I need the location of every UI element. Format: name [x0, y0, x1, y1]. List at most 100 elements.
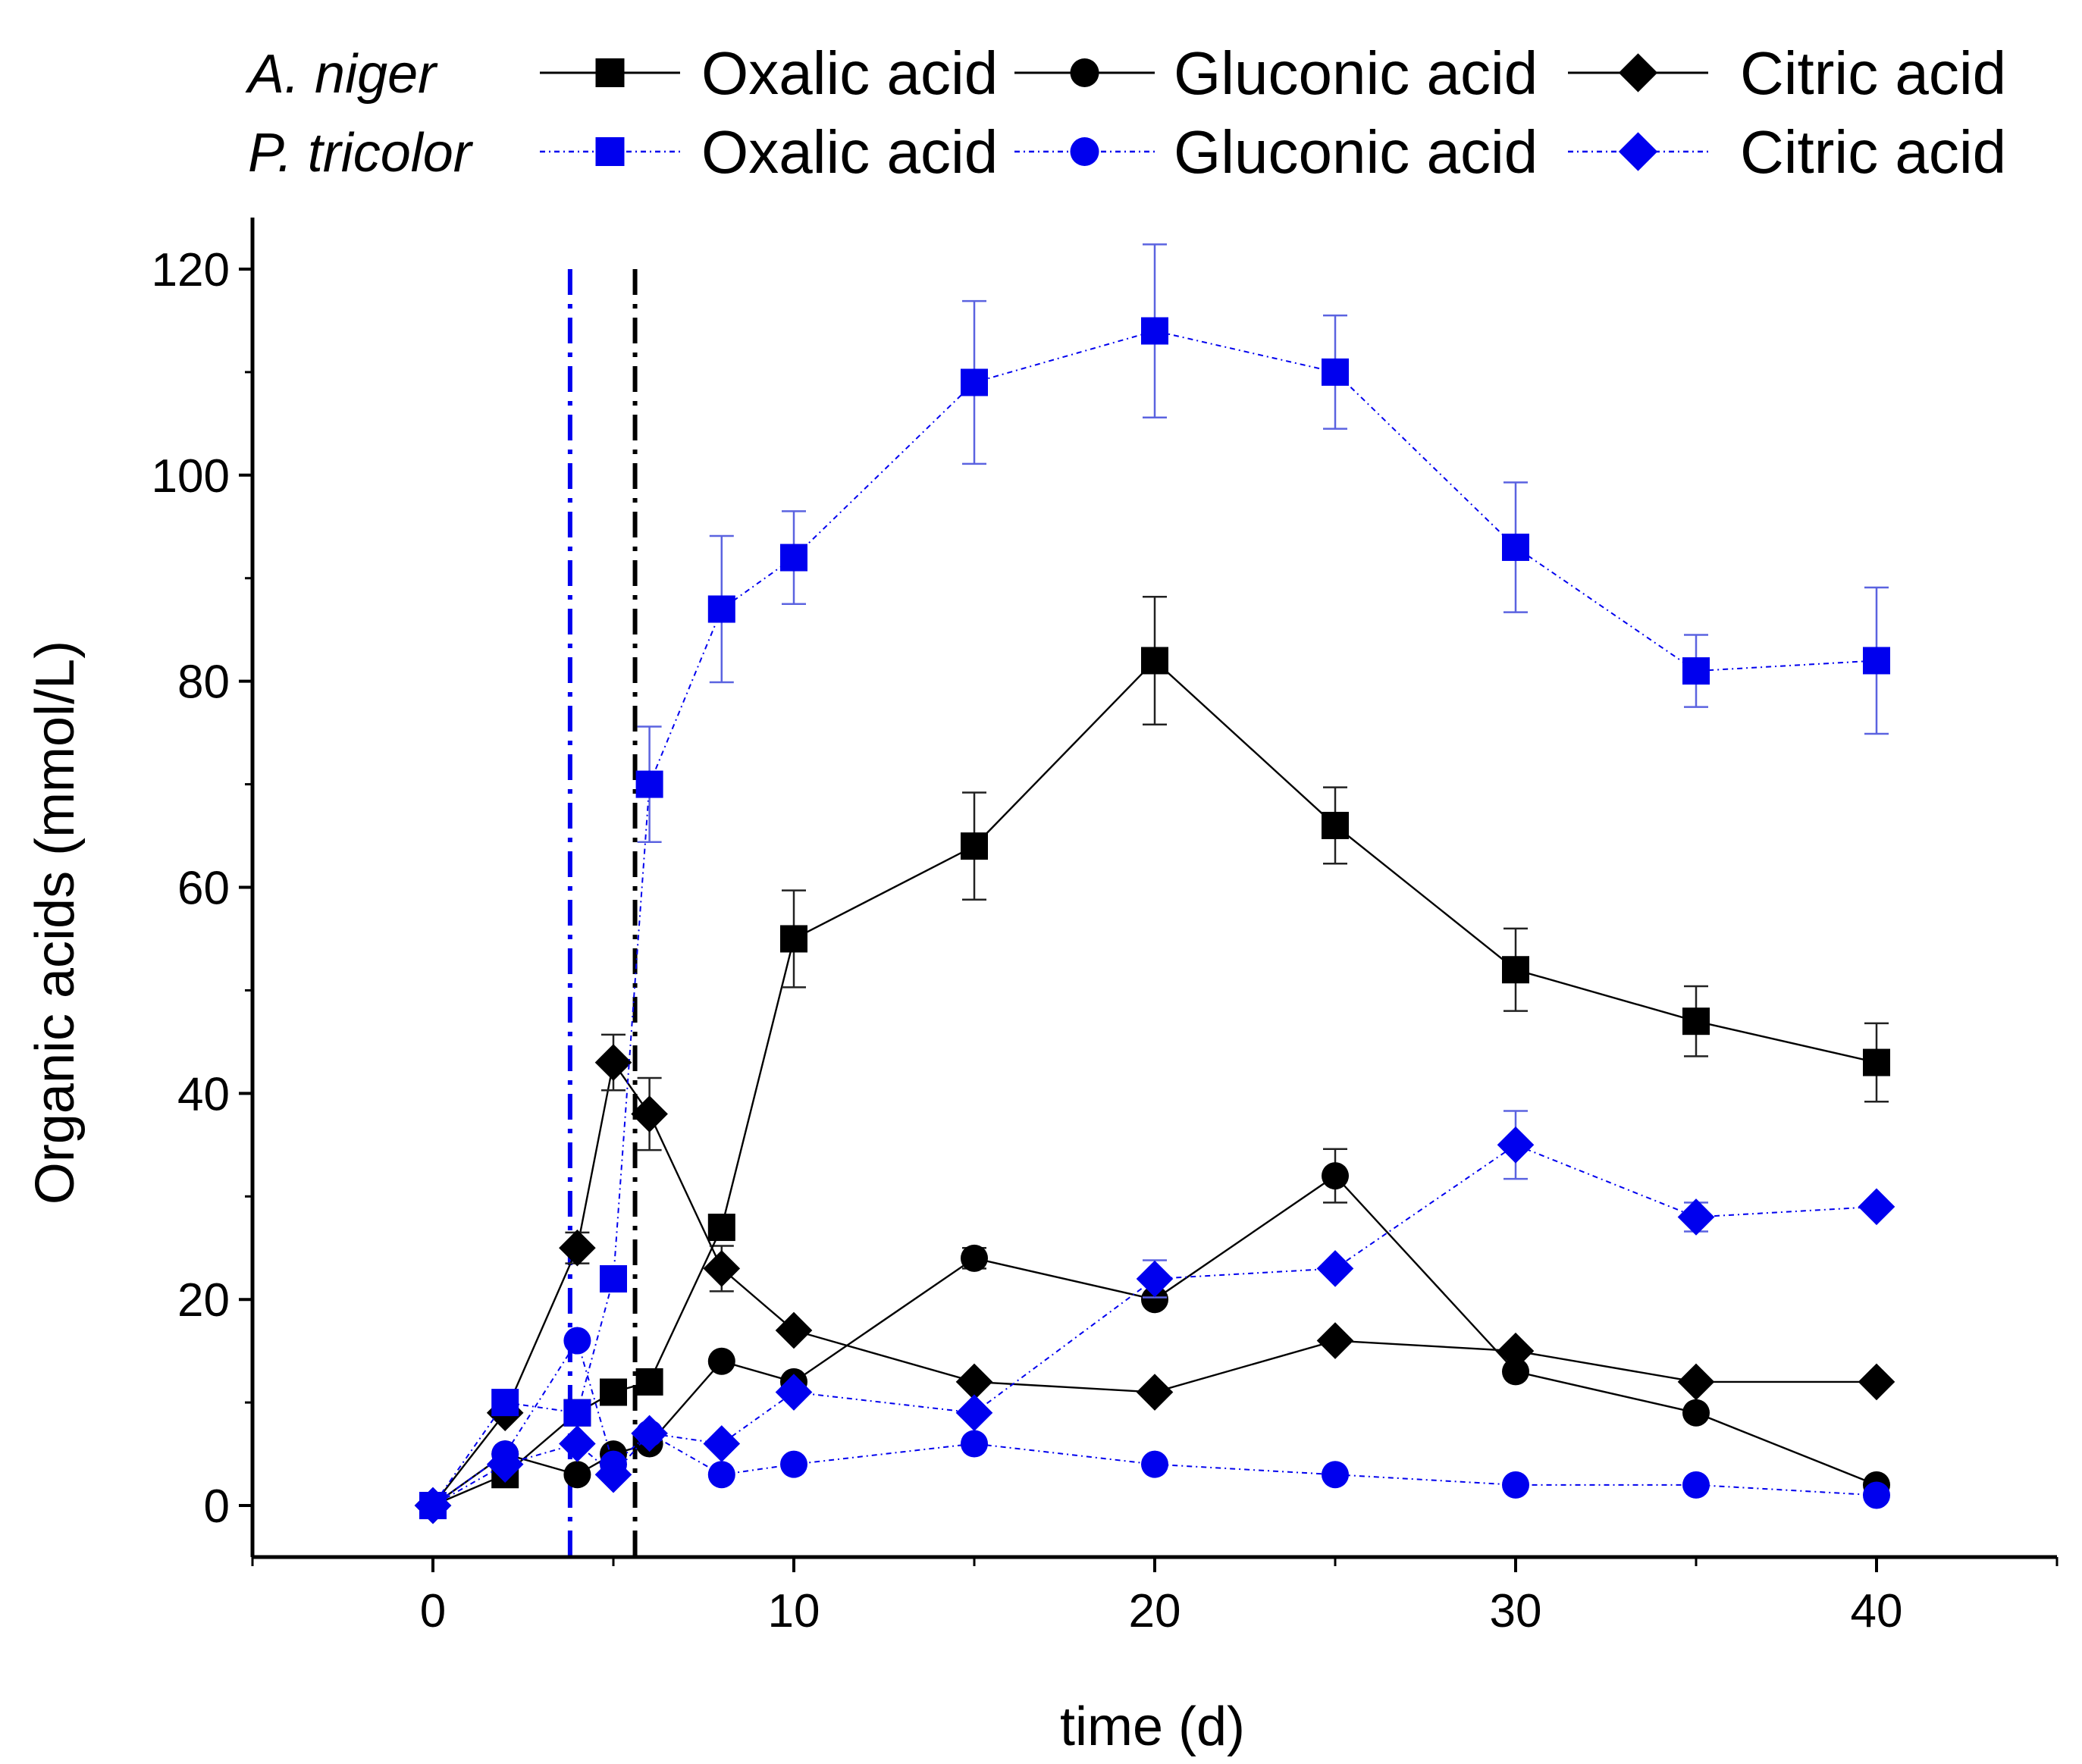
data-point: [703, 1250, 741, 1287]
data-point: [1322, 358, 1349, 386]
legend-label: Gluconic acid: [1174, 39, 1538, 107]
data-point: [1682, 1471, 1710, 1499]
data-point: [1682, 1007, 1710, 1036]
data-point: [563, 1461, 591, 1489]
data-point: [1136, 1260, 1174, 1298]
data-point: [961, 368, 988, 396]
data-point: [1863, 1481, 1890, 1509]
series-ptricolor-square: [419, 243, 1890, 1520]
data-point: [955, 1363, 993, 1401]
legend-label: Oxalic acid: [701, 118, 998, 186]
data-series: [414, 243, 1895, 1524]
y-tick-label: 0: [204, 1480, 230, 1533]
legend-label: Citric acid: [1740, 39, 2006, 107]
y-tick-label: 40: [177, 1068, 230, 1120]
data-point: [635, 770, 663, 798]
x-tick-label: 0: [420, 1585, 446, 1637]
data-point: [1141, 1450, 1168, 1478]
series-ptricolor-diamond: [414, 1110, 1895, 1524]
x-tick-label: 30: [1490, 1585, 1542, 1637]
data-point: [600, 1378, 627, 1406]
data-point: [1502, 1358, 1529, 1386]
data-point: [486, 1446, 524, 1483]
y-axis-title: Organic acids (mmol/L): [25, 641, 86, 1205]
data-point: [1677, 1363, 1715, 1401]
data-point: [775, 1374, 813, 1411]
data-point: [1322, 1162, 1349, 1190]
vertical-marker-lines: [567, 268, 638, 1557]
series-ptricolor-circle: [419, 1327, 1890, 1520]
data-point: [955, 1394, 993, 1432]
data-point: [563, 1399, 591, 1427]
data-point: [1858, 1363, 1895, 1401]
data-point: [1502, 1471, 1529, 1499]
axes: [250, 218, 2057, 1559]
data-point: [1502, 533, 1529, 561]
data-point: [594, 1044, 632, 1081]
legend: A. niger Oxalic acid Gluconic acid Citric a…: [245, 39, 2006, 186]
data-point: [1141, 647, 1168, 675]
data-point: [563, 1327, 591, 1355]
legend-marker: [1070, 58, 1099, 87]
data-point: [775, 1311, 813, 1349]
data-point: [491, 1389, 519, 1417]
data-point: [707, 1461, 735, 1489]
legend-label: Citric acid: [1740, 118, 2006, 186]
data-point: [559, 1425, 596, 1462]
data-point: [600, 1265, 627, 1293]
data-point: [1316, 1322, 1354, 1359]
data-point: [780, 925, 807, 953]
axis-ticks: 0 20 40 60 80 100 120 0 10 20 30 40: [152, 244, 2058, 1637]
legend-species-label: A. niger: [245, 44, 438, 105]
data-point: [1136, 1374, 1174, 1411]
data-point: [1316, 1250, 1354, 1287]
legend-marker: [1070, 137, 1099, 166]
x-tick-label: 10: [768, 1585, 820, 1637]
data-point: [707, 1214, 735, 1242]
data-point: [780, 1450, 807, 1478]
x-axis-title: time (d): [1060, 1697, 1245, 1757]
y-tick-label: 80: [177, 656, 230, 709]
data-point: [635, 1368, 663, 1396]
data-point: [1497, 1332, 1535, 1370]
data-point: [1322, 811, 1349, 839]
x-tick-label: 40: [1851, 1585, 1903, 1637]
y-tick-label: 100: [152, 450, 230, 503]
data-point: [1682, 1399, 1710, 1427]
data-point: [1863, 1048, 1890, 1076]
legend-label: Gluconic acid: [1174, 118, 1538, 186]
x-tick-label: 20: [1129, 1585, 1181, 1637]
y-tick-label: 60: [177, 863, 230, 915]
data-point: [1863, 647, 1890, 675]
data-point: [707, 1347, 735, 1375]
y-tick-label: 20: [177, 1274, 230, 1327]
legend-label: Oxalic acid: [701, 39, 998, 107]
data-point: [1322, 1461, 1349, 1489]
data-point: [961, 1430, 988, 1458]
data-point: [419, 1492, 447, 1520]
data-point: [961, 832, 988, 860]
data-point: [559, 1229, 596, 1267]
data-point: [703, 1425, 741, 1462]
data-point: [1141, 317, 1168, 345]
data-point: [1497, 1126, 1535, 1164]
legend-marker: [595, 58, 625, 87]
y-tick-label: 120: [152, 244, 230, 296]
data-point: [1682, 657, 1710, 685]
data-point: [1141, 1286, 1168, 1314]
data-point: [631, 1415, 668, 1452]
data-point: [594, 1455, 632, 1493]
data-point: [631, 1095, 668, 1133]
data-point: [1502, 956, 1529, 984]
data-point: [1858, 1188, 1895, 1226]
data-point: [961, 1244, 988, 1272]
legend-marker: [1618, 132, 1658, 171]
data-point: [780, 544, 807, 572]
series-line: [432, 330, 1877, 1506]
data-point: [707, 595, 735, 623]
data-point: [1677, 1198, 1715, 1236]
legend-marker: [595, 137, 625, 166]
legend-species-label: P. tricolor: [248, 123, 474, 183]
